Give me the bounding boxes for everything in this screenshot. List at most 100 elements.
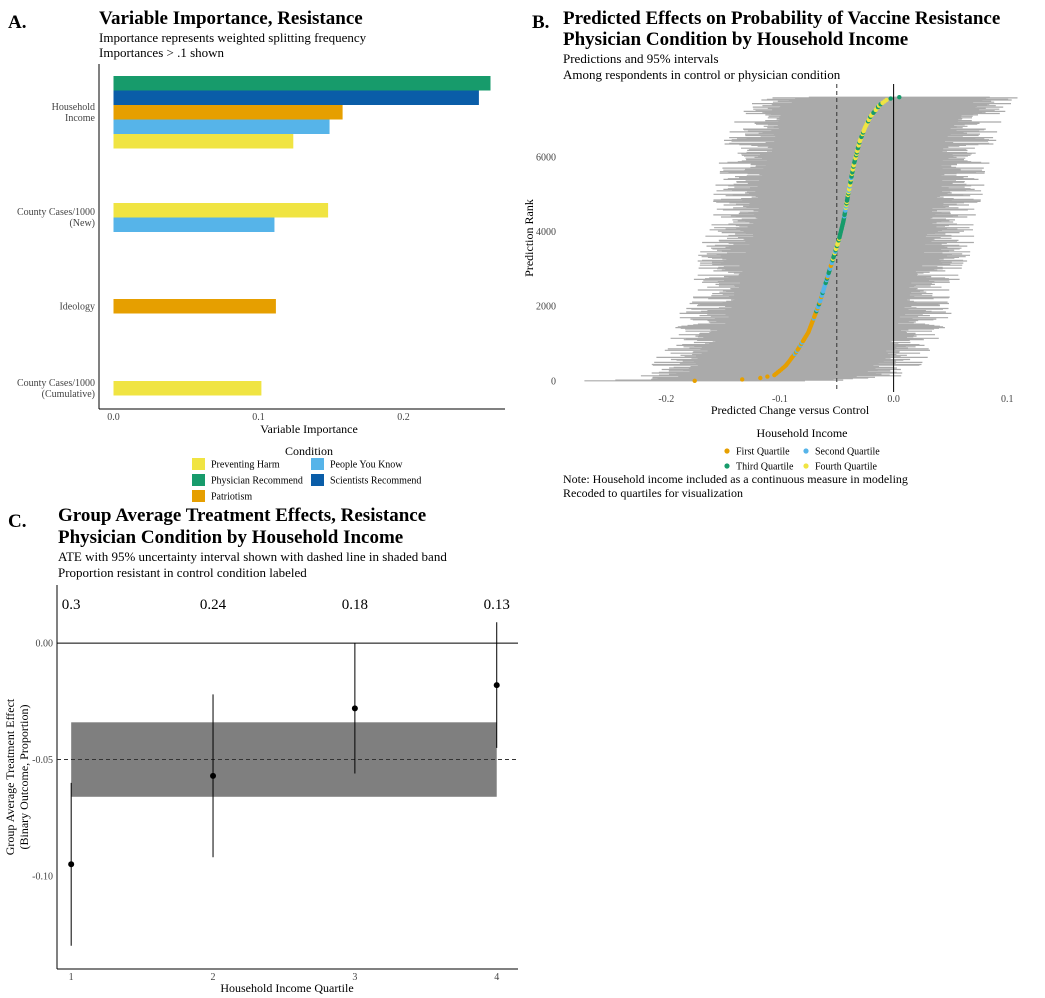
panel-b-y-ticks: 0 2000 4000 6000 xyxy=(536,152,556,387)
legend-swatch xyxy=(192,490,205,502)
prediction-point xyxy=(758,375,763,381)
panel-b-legend-title: Household Income xyxy=(757,426,848,440)
prediction-intervals xyxy=(584,96,1018,382)
legend-dot xyxy=(724,463,730,469)
panel-a-bars xyxy=(113,76,491,396)
panel-c-label: C. xyxy=(8,511,26,532)
panel-c-control-proportion-labels: 0.3 0.24 0.18 0.13 xyxy=(62,597,510,613)
bar xyxy=(113,299,276,314)
panel-c-x-axis-title: Household Income Quartile xyxy=(220,981,353,995)
y-tick-label: 0 xyxy=(551,376,556,387)
legend-label: Scientists Recommend xyxy=(330,476,421,487)
panel-c-y-ticks: 0.00 -0.05 -0.10 xyxy=(32,639,53,883)
panel-b-subtitle-1: Predictions and 95% intervals xyxy=(563,51,719,66)
panel-c: C. Group Average Treatment Effects, Resi… xyxy=(3,505,518,995)
legend-label: Preventing Harm xyxy=(211,460,280,471)
legend-swatch xyxy=(192,458,205,470)
y-tick-label: 4000 xyxy=(536,227,556,238)
x-tick-label: -0.2 xyxy=(658,394,674,405)
panel-b-x-axis-title: Predicted Change versus Control xyxy=(711,403,870,417)
panel-a-title: Variable Importance, Resistance xyxy=(99,8,363,29)
legend-swatch xyxy=(311,474,324,486)
panel-b-label: B. xyxy=(532,12,549,33)
ate-point xyxy=(351,705,358,712)
x-tick-label: 0.0 xyxy=(887,394,900,405)
legend-dot xyxy=(803,463,809,469)
panel-a-x-axis-title: Variable Importance xyxy=(260,422,358,436)
legend-swatch xyxy=(311,458,324,470)
category-label: County Cases/1000 xyxy=(17,207,95,218)
category-label: (Cumulative) xyxy=(42,389,95,400)
x-tick-label: 1 xyxy=(69,972,74,983)
category-label: (New) xyxy=(69,218,95,229)
category-label: Ideology xyxy=(59,301,95,312)
x-tick-label: 0.1 xyxy=(1001,394,1014,405)
legend-label: Second Quartile xyxy=(815,447,880,458)
panel-b-reference-lines xyxy=(836,84,895,392)
panel-b-note-1: Note: Household income included as a con… xyxy=(563,472,908,486)
control-proportion-label: 0.18 xyxy=(342,597,368,613)
panel-c-y-axis-title-1: Group Average Treatment Effect xyxy=(3,698,17,855)
panel-a-subtitle-1: Importance represents weighted splitting… xyxy=(99,30,367,45)
bar xyxy=(113,90,479,105)
x-tick-label: 0.0 xyxy=(107,412,120,423)
panel-a: A. Variable Importance, Resistance Impor… xyxy=(8,8,505,503)
panel-c-reference-lines xyxy=(57,642,518,761)
panel-b-subtitle-2: Among respondents in control or physicia… xyxy=(563,67,841,82)
x-tick-label: -0.1 xyxy=(772,394,788,405)
ate-point xyxy=(493,682,500,689)
panel-a-legend-title: Condition xyxy=(285,444,333,458)
x-tick-label: 3 xyxy=(352,972,357,983)
y-tick-label: -0.05 xyxy=(32,755,53,766)
panel-b-legend: First Quartile Second Quartile Third Quart… xyxy=(724,447,880,473)
panel-c-title-1: Group Average Treatment Effects, Resista… xyxy=(58,505,426,526)
control-proportion-label: 0.24 xyxy=(200,597,227,613)
category-label: Household xyxy=(52,102,95,113)
category-label: Income xyxy=(65,113,96,124)
panel-b-title-2: Physician Condition by Household Income xyxy=(563,29,908,50)
legend-label: Physician Recommend xyxy=(211,476,303,487)
category-label: County Cases/1000 xyxy=(17,378,95,389)
y-tick-label: 0.00 xyxy=(36,639,54,650)
panel-c-subtitle-1: ATE with 95% uncertainty interval shown … xyxy=(58,549,447,564)
y-tick-label: 6000 xyxy=(536,152,556,163)
panel-b-x-ticks: -0.2 -0.1 0.0 0.1 xyxy=(658,394,1013,405)
legend-label: Patriotism xyxy=(211,492,252,503)
y-tick-label: 2000 xyxy=(536,302,556,313)
prediction-point xyxy=(692,378,697,383)
panel-c-y-axis-title-2: (Binary Outcome, Proportion) xyxy=(17,705,31,850)
panel-b: B. Predicted Effects on Probability of V… xyxy=(522,8,1018,500)
panel-a-label: A. xyxy=(8,12,26,33)
prediction-point xyxy=(888,96,893,101)
legend-dot xyxy=(803,448,809,454)
prediction-point xyxy=(884,97,889,103)
legend-label: Third Quartile xyxy=(736,462,794,473)
x-tick-label: 4 xyxy=(494,972,499,983)
legend-dot xyxy=(724,448,730,454)
prediction-point xyxy=(740,377,745,382)
control-proportion-label: 0.3 xyxy=(62,597,81,613)
panel-c-subtitle-2: Proportion resistant in control conditio… xyxy=(58,565,307,580)
x-tick-label: 2 xyxy=(211,972,216,983)
x-tick-label: 0.2 xyxy=(397,412,410,423)
bar xyxy=(113,217,275,232)
prediction-point xyxy=(765,374,770,379)
bar xyxy=(113,203,329,218)
panel-c-title-2: Physician Condition by Household Income xyxy=(58,527,403,548)
ate-point xyxy=(68,861,75,868)
panel-b-y-axis-title: Prediction Rank xyxy=(522,199,536,277)
panel-a-legend: Preventing Harm People You Know Physician … xyxy=(192,458,421,503)
legend-label: First Quartile xyxy=(736,447,790,458)
bar xyxy=(113,134,294,149)
y-tick-label: -0.10 xyxy=(32,871,53,882)
panel-b-title-1: Predicted Effects on Probability of Vacc… xyxy=(563,8,1000,29)
panel-c-points xyxy=(68,682,500,868)
panel-a-x-ticks: 0.0 0.1 0.2 xyxy=(107,412,410,423)
bar xyxy=(113,105,343,120)
bar xyxy=(113,119,330,134)
panel-b-intervals xyxy=(584,96,1018,382)
control-proportion-label: 0.13 xyxy=(484,597,510,613)
x-tick-label: 0.1 xyxy=(252,412,265,423)
panel-b-note-2: Recoded to quartiles for visualization xyxy=(563,486,743,500)
